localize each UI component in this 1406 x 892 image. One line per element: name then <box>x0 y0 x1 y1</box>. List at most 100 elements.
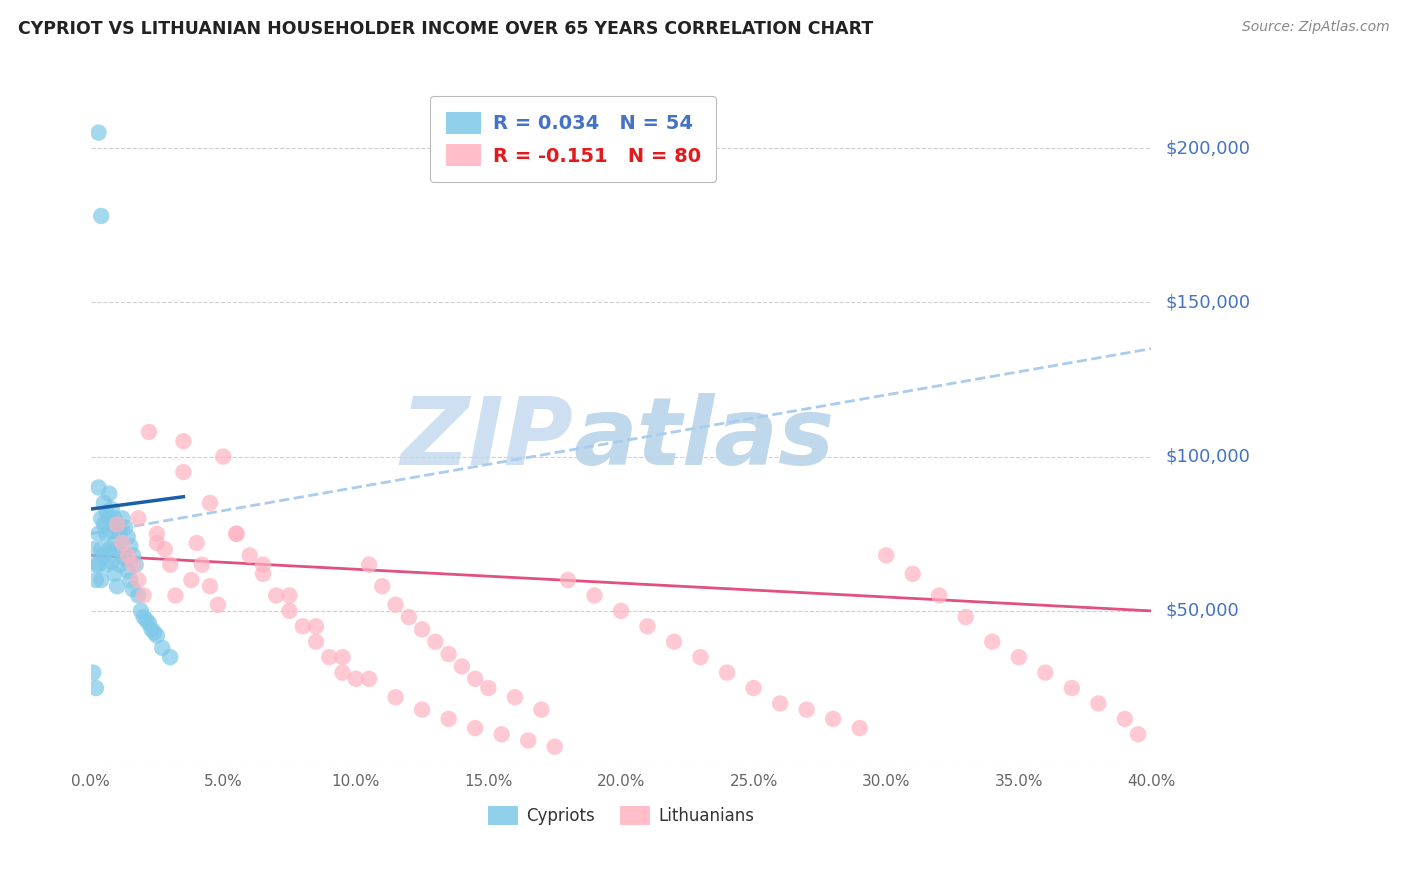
Point <box>583 589 606 603</box>
Point <box>87 526 110 541</box>
Point <box>90 573 112 587</box>
Point <box>1060 681 1083 695</box>
Point <box>981 634 1004 648</box>
Point <box>848 721 870 735</box>
Point <box>98 542 121 557</box>
Point <box>98 486 121 500</box>
Point <box>662 634 685 648</box>
Point <box>437 712 460 726</box>
Point <box>127 589 149 603</box>
Point <box>127 573 149 587</box>
Point <box>464 721 486 735</box>
Point <box>90 209 112 223</box>
Point <box>1008 650 1031 665</box>
Point <box>93 496 115 510</box>
Point <box>132 610 155 624</box>
Point <box>111 549 134 563</box>
Point <box>305 619 328 633</box>
Point <box>129 604 152 618</box>
Text: atlas: atlas <box>574 393 835 485</box>
Point <box>103 536 125 550</box>
Point <box>172 465 194 479</box>
Point <box>101 502 124 516</box>
Point <box>96 526 118 541</box>
Point <box>451 659 474 673</box>
Point <box>93 549 115 563</box>
Point <box>111 536 134 550</box>
Point <box>114 551 136 566</box>
Point <box>141 623 163 637</box>
Point <box>610 604 633 618</box>
Point <box>82 542 104 557</box>
Point <box>159 650 181 665</box>
Point <box>127 511 149 525</box>
Point <box>357 672 380 686</box>
Point <box>172 434 194 449</box>
Point <box>117 530 139 544</box>
Point <box>90 542 112 557</box>
Point <box>180 573 202 587</box>
Point <box>84 558 107 572</box>
Point <box>93 517 115 532</box>
Point <box>135 613 157 627</box>
Point <box>108 558 131 572</box>
Point <box>103 566 125 581</box>
Point <box>191 558 214 572</box>
Point <box>165 589 187 603</box>
Point <box>371 579 394 593</box>
Point <box>425 634 447 648</box>
Point <box>1114 712 1136 726</box>
Point <box>87 481 110 495</box>
Point <box>117 564 139 578</box>
Text: Source: ZipAtlas.com: Source: ZipAtlas.com <box>1241 20 1389 34</box>
Point <box>742 681 765 695</box>
Point <box>503 690 526 705</box>
Point <box>332 650 354 665</box>
Point <box>82 665 104 680</box>
Point <box>1087 697 1109 711</box>
Text: $150,000: $150,000 <box>1166 293 1250 311</box>
Point <box>98 511 121 525</box>
Point <box>101 555 124 569</box>
Point <box>305 634 328 648</box>
Point <box>318 650 340 665</box>
Point <box>111 511 134 525</box>
Point <box>150 640 173 655</box>
Point <box>544 739 567 754</box>
Point <box>384 690 406 705</box>
Point <box>153 542 176 557</box>
Point <box>239 549 262 563</box>
Point <box>477 681 499 695</box>
Point <box>114 520 136 534</box>
Point <box>411 703 433 717</box>
Point <box>84 681 107 695</box>
Point <box>90 511 112 525</box>
Text: ZIP: ZIP <box>401 393 574 485</box>
Point <box>689 650 711 665</box>
Point <box>384 598 406 612</box>
Point <box>252 558 274 572</box>
Point <box>138 425 160 439</box>
Point <box>105 517 128 532</box>
Point <box>105 579 128 593</box>
Text: $200,000: $200,000 <box>1166 139 1250 157</box>
Point <box>87 558 110 572</box>
Point <box>264 589 287 603</box>
Point <box>278 589 301 603</box>
Point <box>122 558 145 572</box>
Point <box>464 672 486 686</box>
Point <box>411 623 433 637</box>
Point <box>117 549 139 563</box>
Point <box>207 598 229 612</box>
Point <box>87 126 110 140</box>
Point <box>530 703 553 717</box>
Point <box>146 526 169 541</box>
Legend: Cypriots, Lithuanians: Cypriots, Lithuanians <box>481 799 761 831</box>
Point <box>1126 727 1149 741</box>
Point <box>122 582 145 597</box>
Point <box>955 610 977 624</box>
Point <box>398 610 420 624</box>
Point <box>108 526 131 541</box>
Point <box>138 616 160 631</box>
Point <box>278 604 301 618</box>
